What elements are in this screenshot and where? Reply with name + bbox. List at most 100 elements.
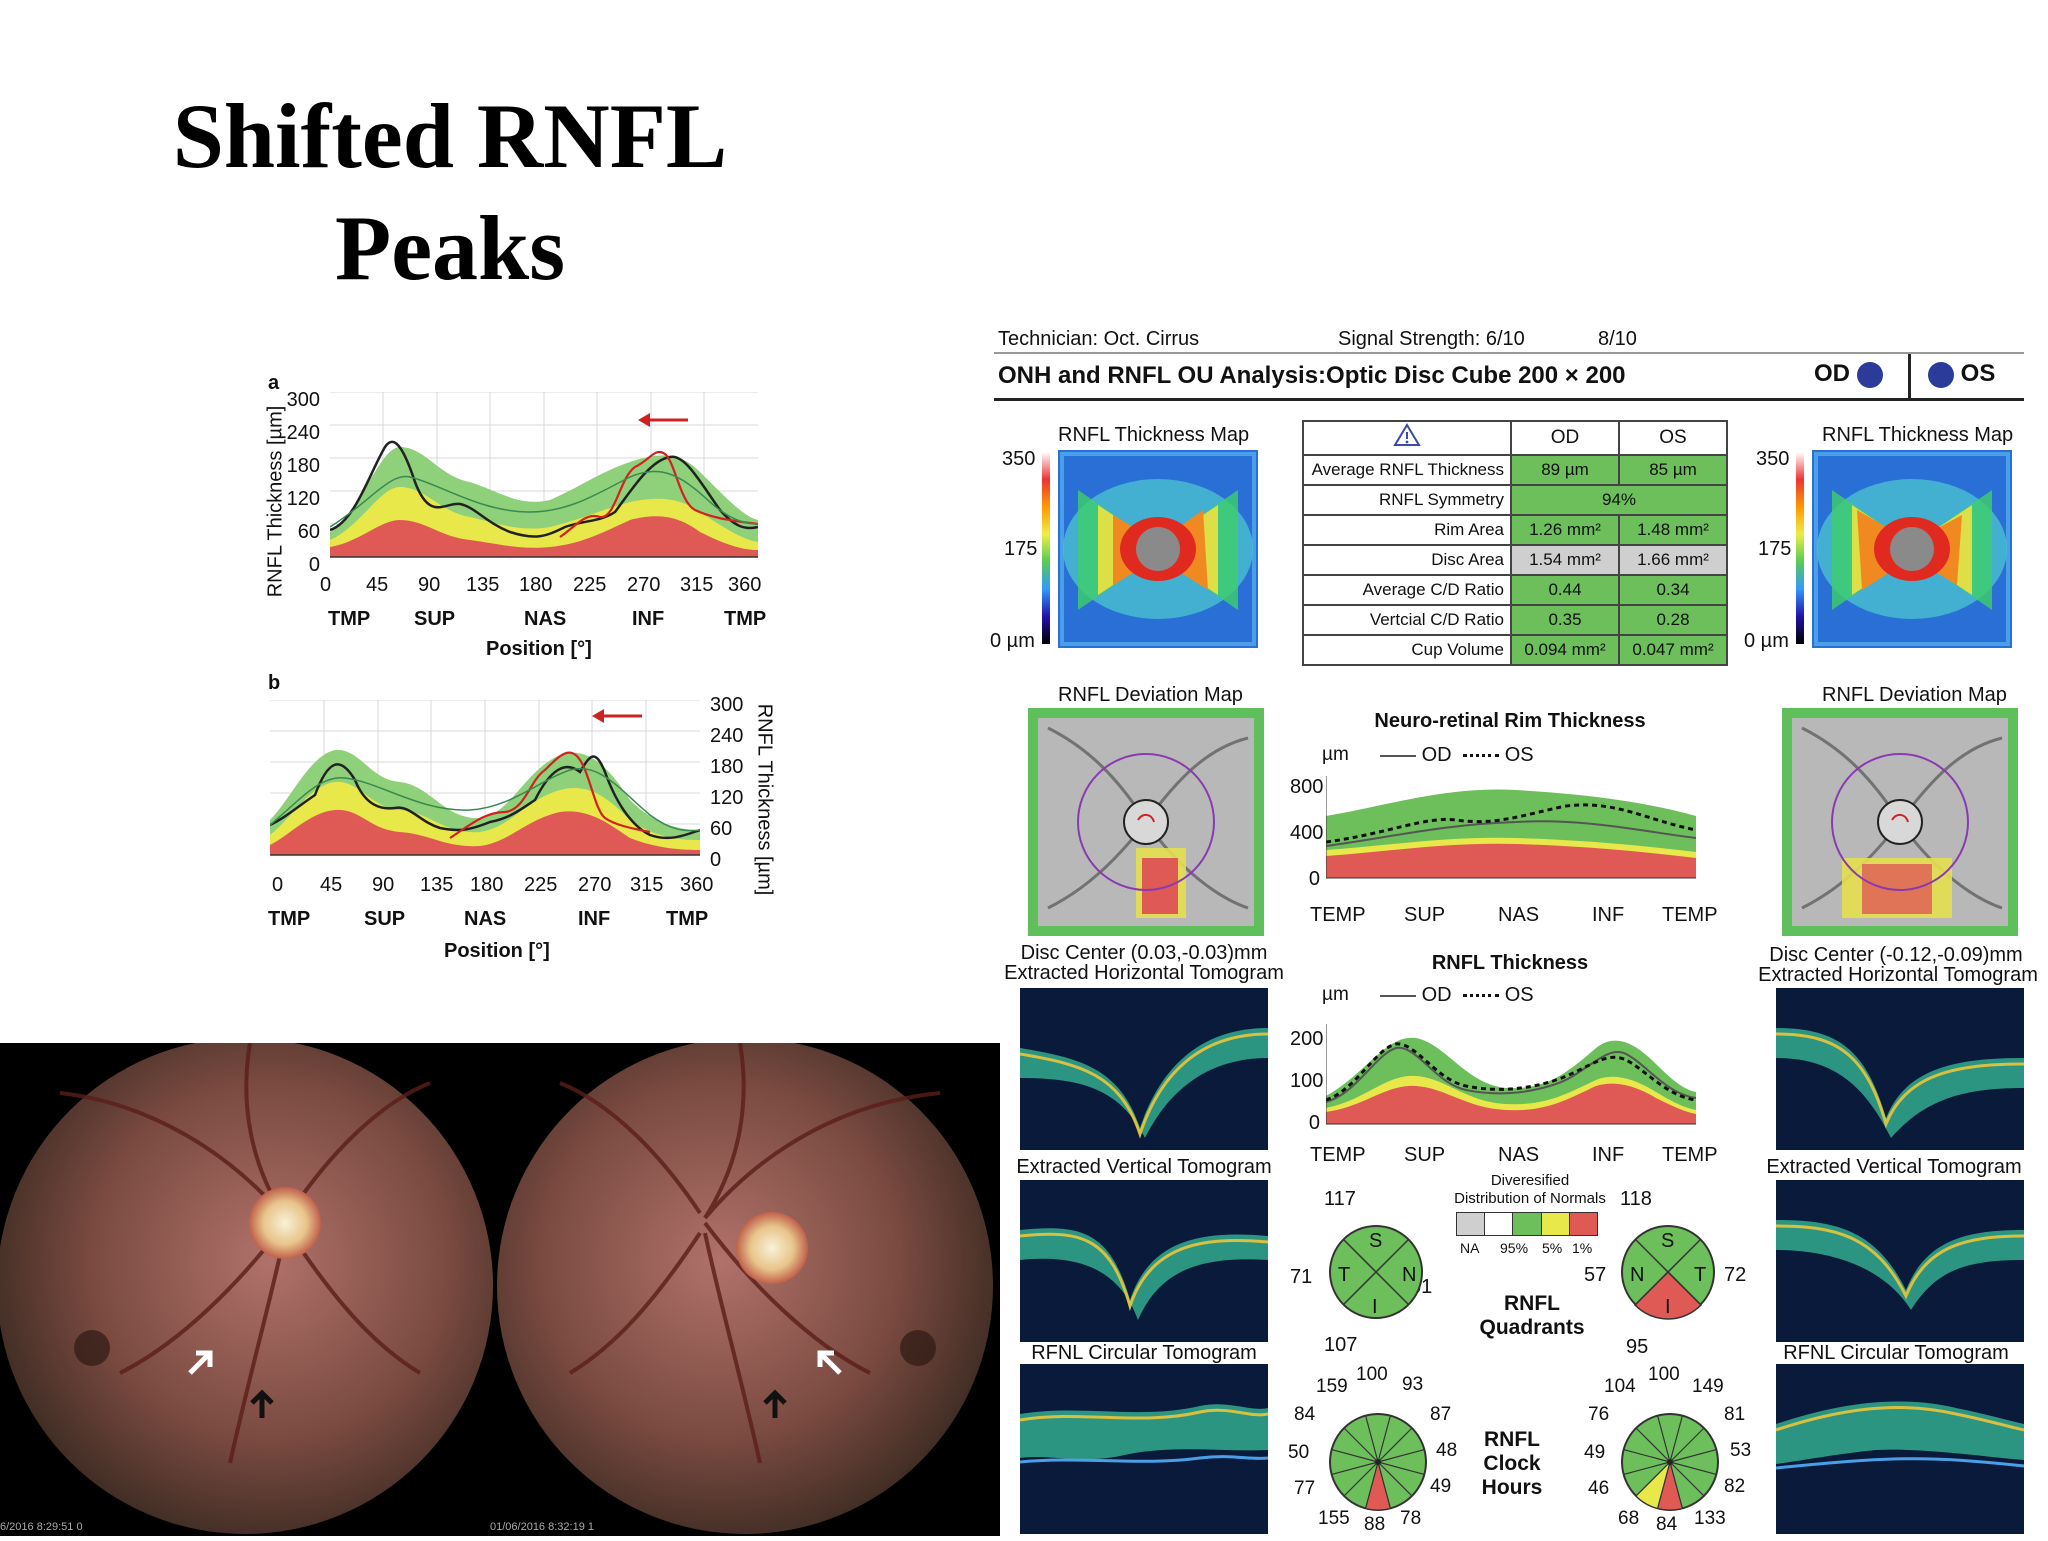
ytick: 60 [710,818,733,840]
disc-center-right: Disc Center (-0.12,-0.09)mm [1769,944,2023,966]
od-dot [1856,361,1883,388]
quad-os-t-value: 72 [1724,1264,1747,1286]
y-ticks-b: 300 240 180 120 60 0 [710,690,750,876]
xtick: 360 [680,874,714,896]
distribution-title-2: Distribution of Normals [1454,1190,1606,1207]
swatch-5 [1513,1213,1542,1235]
quad-os-s: S [1661,1230,1675,1252]
xlabel: NAS [1498,1144,1540,1166]
legend-od: OD [1421,744,1452,766]
legend-os: OS [1504,744,1534,766]
thickness-map-os [1812,450,2012,648]
clock-os-value: 46 [1588,1478,1610,1499]
row-label: Cup Volume [1302,634,1512,666]
clock-os-value: 104 [1604,1376,1636,1397]
dist-label: NA [1460,1240,1480,1256]
legend-os-line [1463,754,1500,758]
col-os: OS [1618,420,1728,456]
rim-ytick: 400 [1290,822,1324,844]
swatch-1 [1541,1213,1570,1235]
horiz-tomo-label-right: Extracted Horizontal Tomogram [1758,964,2038,986]
xtick: 45 [320,874,343,896]
graph-a: a RNFL Thickness [µm] 300 240 180 120 60… [258,372,778,672]
cell-merged: 94% [1510,484,1728,516]
rim-ytick: 0 [1308,868,1320,890]
rnfl-ytick: 200 [1290,1028,1324,1050]
rnfl-unit: µm [1322,984,1349,1005]
cell-od: 0.44 [1510,574,1620,606]
vertical-tomogram-os [1776,1180,2024,1342]
rim-ytick: 800 [1290,776,1324,798]
clock-od-value: 88 [1364,1514,1386,1535]
legend-od-line [1380,754,1416,757]
quad-od-t-value: 71 [1290,1266,1313,1288]
clock-os-value: 68 [1618,1508,1640,1529]
clock-os-value: 81 [1724,1404,1746,1425]
oct-report: Technician: Oct. Cirrus Signal Strength:… [990,324,2038,1536]
rnfl-chart-plot [1326,1024,1697,1125]
y-ticks-a: 300 240 180 120 60 0 [280,384,320,582]
title-line-1: Shifted RNFL [172,85,728,187]
quad-os-s-value: 118 [1620,1188,1652,1210]
slide-title: Shifted RNFL Peaks [150,80,750,304]
xtick: 270 [627,574,661,596]
cell-od: 1.54 mm² [1510,544,1620,576]
xtick: 180 [519,574,553,596]
clock-od-value: 87 [1430,1404,1452,1425]
black-arrow-right [763,1389,787,1418]
xtick: 0 [272,874,284,896]
clock-os-value: 49 [1584,1442,1606,1463]
circular-tomogram-od [1020,1364,1268,1534]
ytick: 0 [710,849,722,871]
report-title: ONH and RNFL OU Analysis:Optic Disc Cube… [998,362,1626,389]
table-row: Average C/D Ratio 0.44 0.34 [1302,574,1728,606]
xtick: 225 [524,874,558,896]
swatch-95 [1485,1213,1514,1235]
red-arrow-b [592,709,642,723]
quadrants-label-2: Quadrants [1479,1316,1585,1339]
od-text: OD [1814,360,1850,387]
xtick: 360 [728,574,762,596]
color-scale-left [1042,452,1050,644]
dist-label: 1% [1572,1240,1593,1256]
distribution-title-1: Diveresified [1490,1172,1570,1189]
region-label: SUP [414,608,456,630]
metrics-table-wrapper: OD OS Average RNFL Thickness 89 µm 85 µm… [1302,420,1728,666]
x-axis-label-b: Position [°] [444,940,550,962]
row-label: RNFL Symmetry [1302,484,1512,516]
x-ticks-a: 0 45 90 135 180 225 270 315 360 [316,574,776,598]
cell-od: 0.094 mm² [1510,634,1620,666]
quad-os-i: I [1665,1296,1671,1318]
region-label: NAS [524,608,567,630]
ytick: 300 [710,694,744,716]
row-label: Average RNFL Thickness [1302,454,1512,486]
black-arrow-left [250,1389,274,1418]
table-row: Vertcial C/D Ratio 0.35 0.28 [1302,604,1728,636]
disc-center-left: Disc Center (0.03,-0.03)mm [1020,942,1268,964]
table-row: Average RNFL Thickness 89 µm 85 µm [1302,454,1728,486]
os-label: OS [1928,360,1995,388]
timestamp-left: 6/2016 8:29:51 0 [0,1521,83,1533]
regions-b: TMP SUP NAS INF TMP [258,908,738,932]
color-scale-right [1796,452,1804,644]
row-label: Vertcial C/D Ratio [1302,604,1512,636]
clock-os-value: 82 [1724,1476,1746,1497]
os-dot [1928,361,1954,388]
swatch-na [1457,1213,1486,1235]
deviation-map-os [1782,708,2018,936]
rnfl-ytick: 0 [1308,1112,1320,1134]
panel-label-b: b [268,672,281,694]
clock-os-value: 53 [1730,1440,1752,1461]
fundus-photos: 6/2016 8:29:51 0 01/06/2016 8:32:19 1 [0,1038,1000,1536]
clock-label-1: RNFL [1484,1428,1540,1451]
deviation-map-label-left: RNFL Deviation Map [1058,684,1243,706]
quad-os-n-value: 57 [1584,1264,1607,1286]
optic-disc-right [736,1212,808,1284]
os-text: OS [1960,360,1996,387]
fundus-left [0,1038,493,1534]
clock-os-value: 84 [1656,1514,1678,1535]
xlabel: TEMP [1310,1144,1366,1166]
horizontal-tomogram-od [1020,988,1268,1150]
clock-od-value: 100 [1356,1364,1388,1385]
white-arrow-left [188,1350,213,1375]
